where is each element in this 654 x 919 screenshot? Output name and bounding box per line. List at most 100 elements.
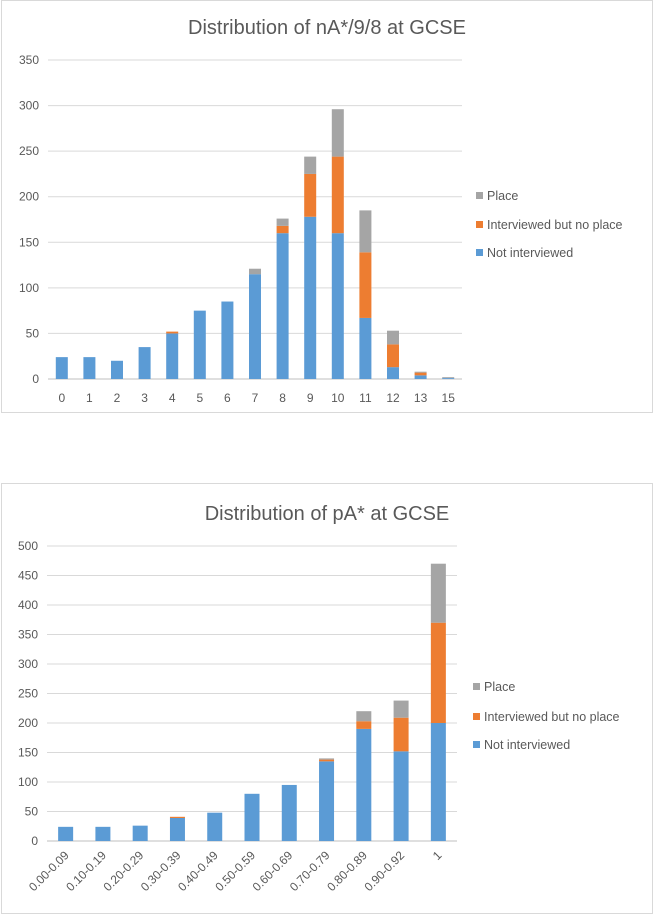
bar-place-11 bbox=[359, 210, 372, 253]
y-tick-label: 250 bbox=[19, 144, 39, 158]
chart-title: Distribution of nA*/9/8 at GCSE bbox=[188, 17, 466, 39]
bar-not-interviewed-0-30-0-39 bbox=[169, 817, 185, 841]
bar-not-interviewed-15 bbox=[442, 378, 455, 379]
bar-place-10 bbox=[331, 109, 344, 157]
bar-place-7 bbox=[249, 268, 261, 275]
bar-not-interviewed-0-90-0-92 bbox=[393, 751, 409, 841]
legend-label-not-interviewed: Not interviewed bbox=[487, 246, 573, 260]
y-tick-label: 350 bbox=[18, 628, 38, 642]
bar-place-1 bbox=[430, 563, 446, 623]
legend-swatch-place bbox=[476, 192, 483, 199]
legend-label-place: Place bbox=[484, 680, 515, 694]
bar-not-interviewed-5 bbox=[193, 310, 206, 379]
y-tick-label: 0 bbox=[32, 372, 39, 386]
y-tick-label: 450 bbox=[18, 569, 38, 583]
bar-place-8 bbox=[276, 218, 289, 226]
x-tick-label: 3 bbox=[141, 391, 148, 405]
chart-pa-svg: Distribution of pA* at GCSE 0 50 100 150 200 2… bbox=[18, 503, 620, 894]
bar-not-interviewed-0-80-0-89 bbox=[356, 728, 372, 841]
x-tick-label: 12 bbox=[386, 391, 400, 405]
bar-interviewed-but-no-place-8 bbox=[276, 225, 289, 234]
x-tick-label: 11 bbox=[359, 391, 372, 405]
legend-swatch-not-interviewed bbox=[473, 741, 480, 748]
bar-place-12 bbox=[387, 330, 399, 345]
bar-interviewed-but-no-place-11 bbox=[359, 252, 372, 318]
x-tick-label: 8 bbox=[279, 391, 286, 405]
chart-panel-na: Distribution of nA*/9/8 at GCSE 0 50 100 150… bbox=[1, 0, 653, 413]
bar-not-interviewed-7 bbox=[249, 274, 261, 379]
bar-not-interviewed-0-60-0-69 bbox=[281, 784, 297, 841]
bar-not-interviewed-2 bbox=[111, 360, 123, 379]
y-tick-label: 50 bbox=[26, 326, 40, 340]
y-tick-label: 250 bbox=[18, 687, 38, 701]
y-tick-label: 100 bbox=[18, 775, 38, 789]
x-tick-label: 13 bbox=[414, 391, 428, 405]
x-tick-label: 1 bbox=[86, 391, 93, 405]
bar-place-0-70-0-79 bbox=[319, 758, 335, 760]
chart-panel-pa: Distribution of pA* at GCSE 0 50 100 150 200 2… bbox=[1, 483, 653, 914]
bar-not-interviewed-0-40-0-49 bbox=[207, 812, 223, 841]
x-tick-label: 0 bbox=[58, 391, 65, 405]
x-tick-label: 2 bbox=[114, 391, 121, 405]
bar-not-interviewed-9 bbox=[304, 216, 317, 379]
y-tick-label: 200 bbox=[19, 190, 39, 204]
bar-interviewed-but-no-place-4 bbox=[166, 331, 179, 334]
bar-not-interviewed-0-50-0-59 bbox=[244, 793, 260, 841]
bar-not-interviewed-8 bbox=[276, 233, 289, 379]
x-tick-label: 15 bbox=[442, 391, 456, 405]
bar-place-9 bbox=[304, 156, 317, 174]
bar-interviewed-but-no-place-0-80-0-89 bbox=[356, 721, 372, 729]
bar-not-interviewed-12 bbox=[387, 367, 399, 379]
bar-place-15 bbox=[442, 377, 455, 379]
bar-interviewed-but-no-place-0-90-0-92 bbox=[393, 717, 409, 752]
bar-not-interviewed-0-70-0-79 bbox=[319, 761, 335, 841]
chart-na-svg: Distribution of nA*/9/8 at GCSE050100150… bbox=[19, 17, 623, 405]
legend-swatch-not-interviewed bbox=[476, 249, 483, 256]
bar-interviewed-but-no-place-9 bbox=[304, 173, 317, 217]
y-tick-label: 200 bbox=[18, 716, 38, 730]
bar-interviewed-but-no-place-13 bbox=[414, 372, 427, 376]
bar-not-interviewed-3 bbox=[138, 347, 151, 379]
bar-not-interviewed-0 bbox=[55, 357, 68, 379]
y-tick-label: 50 bbox=[25, 805, 39, 819]
legend-label-interviewed-but-no-place: Interviewed but no place bbox=[487, 218, 623, 232]
x-tick-label: 6 bbox=[224, 391, 231, 405]
bar-place-0-90-0-92 bbox=[393, 700, 409, 718]
x-tick-label: 7 bbox=[252, 391, 259, 405]
bar-not-interviewed-1 bbox=[83, 357, 96, 379]
bar-not-interviewed-6 bbox=[221, 301, 234, 379]
bar-not-interviewed-1 bbox=[430, 723, 446, 841]
y-tick-label: 300 bbox=[18, 657, 38, 671]
x-tick-label: 4 bbox=[169, 391, 176, 405]
bar-not-interviewed-13 bbox=[414, 375, 427, 379]
legend-label-place: Place bbox=[487, 189, 518, 203]
legend-swatch-interviewed-but-no-place bbox=[476, 221, 483, 228]
x-tick-label: 0.90-0.92 bbox=[361, 848, 407, 894]
y-tick-label: 150 bbox=[19, 235, 39, 249]
bar-not-interviewed-4 bbox=[166, 333, 179, 379]
bar-interviewed-but-no-place-0-30-0-39 bbox=[169, 816, 185, 818]
bar-not-interviewed-0-20-0-29 bbox=[132, 825, 148, 841]
x-tick-label: 10 bbox=[331, 391, 345, 405]
y-tick-label: 350 bbox=[19, 53, 39, 67]
bar-interviewed-but-no-place-10 bbox=[331, 156, 344, 234]
legend-swatch-interviewed-but-no-place bbox=[473, 713, 480, 720]
y-tick-label: 0 bbox=[31, 834, 38, 848]
bar-interviewed-but-no-place-1 bbox=[430, 622, 446, 723]
x-tick-label: 1 bbox=[430, 848, 445, 863]
x-tick-label: 9 bbox=[307, 391, 314, 405]
chart-title: Distribution of pA* at GCSE bbox=[205, 503, 450, 525]
bar-interviewed-but-no-place-12 bbox=[387, 344, 399, 368]
bar-not-interviewed-0-00-0-09 bbox=[58, 826, 74, 841]
bar-not-interviewed-10 bbox=[331, 233, 344, 379]
bar-place-0-80-0-89 bbox=[356, 711, 372, 722]
y-tick-label: 300 bbox=[19, 99, 39, 113]
y-tick-label: 150 bbox=[18, 746, 38, 760]
bar-place-13 bbox=[414, 371, 427, 373]
legend-swatch-place bbox=[473, 683, 480, 690]
bar-interviewed-but-no-place-0-70-0-79 bbox=[319, 759, 335, 762]
bar-not-interviewed-11 bbox=[359, 317, 372, 379]
bar-not-interviewed-0-10-0-19 bbox=[95, 826, 111, 841]
y-tick-label: 400 bbox=[18, 598, 38, 612]
y-tick-label: 500 bbox=[18, 539, 38, 553]
